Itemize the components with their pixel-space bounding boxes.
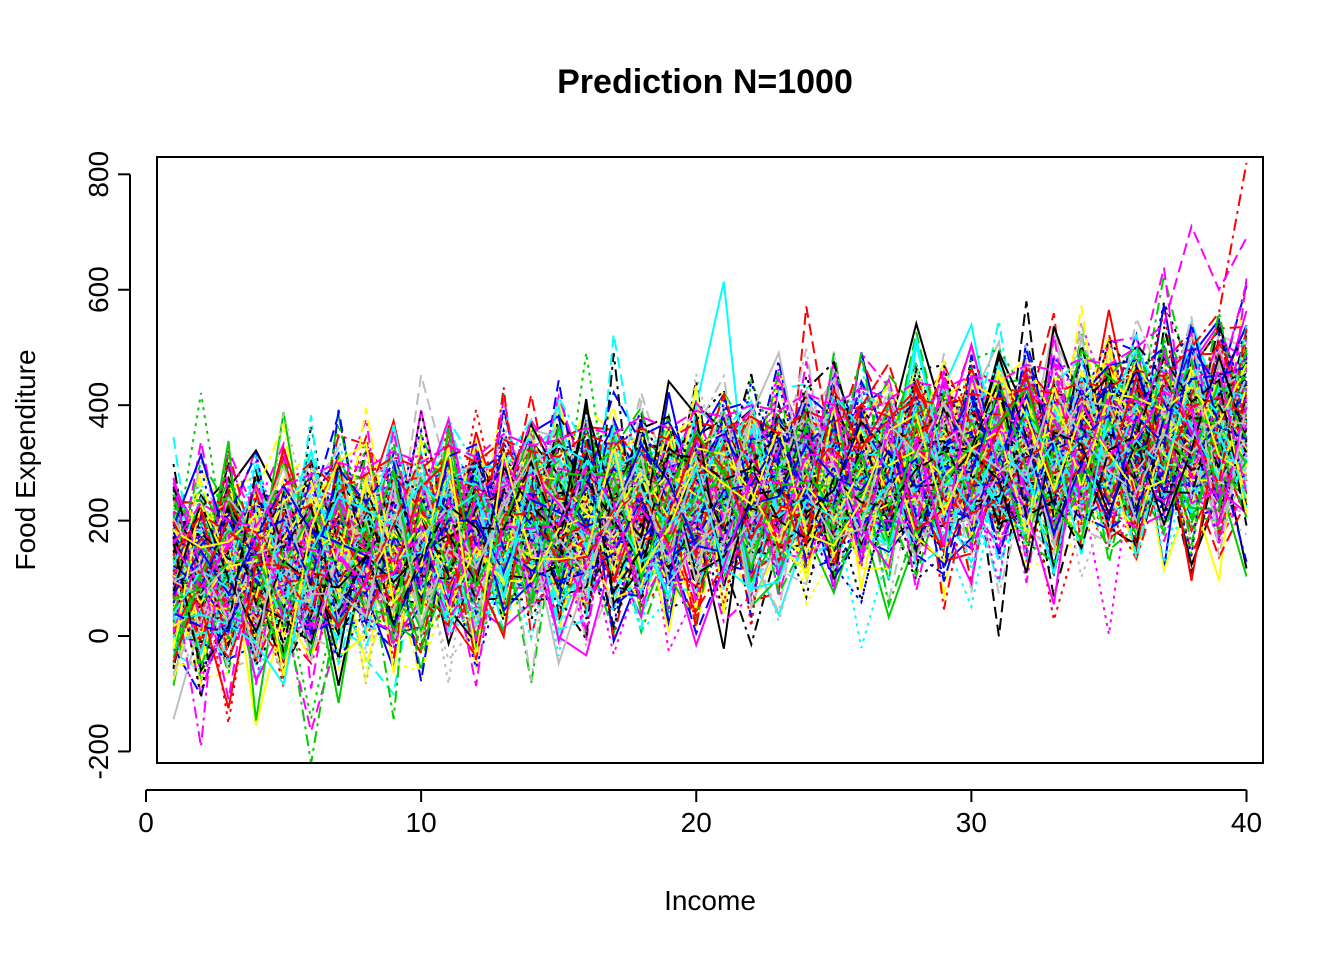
- series-line-22: [172, 319, 1248, 638]
- series-line-232: [173, 349, 1247, 657]
- y-tick-label: 200: [83, 497, 114, 544]
- series-line-220: [172, 354, 1248, 618]
- y-tick-label: 0: [83, 628, 114, 644]
- series-line-140: [172, 285, 1248, 698]
- series-line-205: [172, 405, 1248, 647]
- x-axis-label: Income: [664, 885, 756, 916]
- series-line-206: [172, 278, 1248, 628]
- y-tick-label: -200: [83, 723, 114, 779]
- y-axis: -200 0 200 400 600 800: [83, 151, 131, 780]
- series-line-241: [172, 162, 1248, 556]
- y-tick-label: 800: [83, 151, 114, 198]
- x-tick-label: 10: [406, 807, 437, 838]
- series-line-237: [172, 334, 1248, 632]
- series-line-242: [172, 223, 1248, 545]
- plot-frame: [156, 156, 1264, 764]
- x-tick-label: 40: [1231, 807, 1262, 838]
- series-line-234: [172, 328, 1248, 663]
- y-tick-label: 400: [83, 382, 114, 429]
- series-line-209: [172, 334, 1248, 669]
- y-tick-label: 600: [83, 266, 114, 313]
- series-line-210: [172, 397, 1248, 660]
- series-line-224: [173, 315, 1248, 676]
- chart-title: Prediction N=1000: [557, 63, 853, 101]
- series-line-177: [172, 346, 1248, 698]
- series-line-235: [173, 344, 1248, 641]
- series-line-211: [173, 386, 1248, 645]
- x-tick-label: 0: [138, 807, 154, 838]
- series-lines: [172, 162, 1248, 763]
- series-line-142: [172, 361, 1248, 603]
- series-line-238: [172, 350, 1248, 700]
- x-tick-label: 20: [681, 807, 712, 838]
- series-line-182: [172, 387, 1248, 679]
- series-line-184: [172, 360, 1248, 629]
- series-line-208: [172, 370, 1248, 674]
- series-line-231: [172, 364, 1248, 676]
- x-tick-label: 30: [956, 807, 987, 838]
- series-line-212: [173, 331, 1248, 629]
- series-line-186: [173, 339, 1248, 659]
- series-line-218: [172, 338, 1248, 663]
- y-axis-label: Food Expenditure: [10, 349, 41, 570]
- series-line-77: [172, 356, 1248, 664]
- x-axis: 0 10 20 30 40: [138, 789, 1262, 838]
